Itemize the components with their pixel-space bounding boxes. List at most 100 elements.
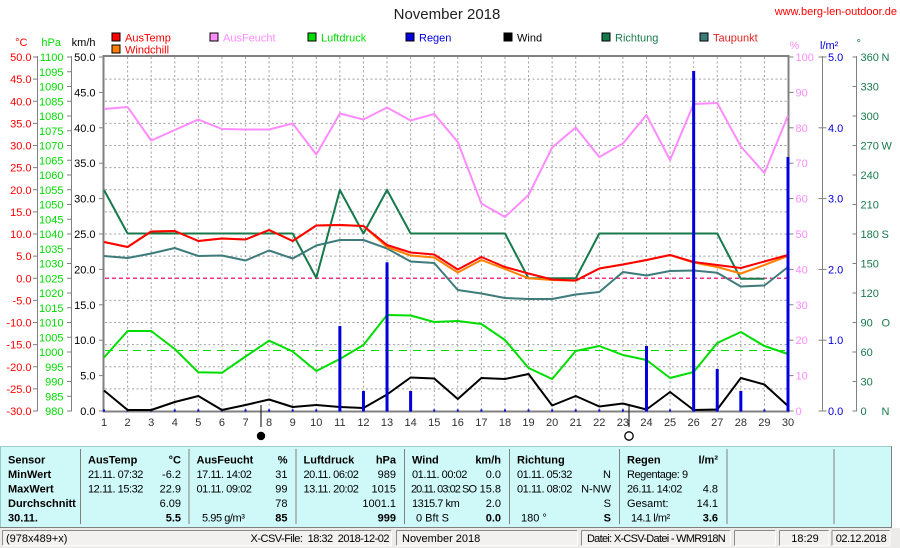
svg-text:www.berg-len-outdoor.de: www.berg-len-outdoor.de [774,6,897,18]
svg-text:270: 270 [861,141,879,153]
svg-text:40.0: 40.0 [10,96,31,108]
svg-text:6: 6 [219,417,225,429]
svg-text:Windchill: Windchill [125,45,169,57]
svg-text:1095: 1095 [39,67,63,79]
svg-text:20.0: 20.0 [10,185,31,197]
svg-text:N: N [603,469,611,481]
svg-text:8: 8 [266,417,272,429]
svg-text:7: 7 [242,417,248,429]
svg-text:60: 60 [796,194,808,206]
svg-text:240: 240 [861,170,879,182]
svg-text:-5.0: -5.0 [13,295,32,307]
svg-text:1030: 1030 [39,259,63,271]
svg-text:15: 15 [428,417,440,429]
svg-text:5.5: 5.5 [166,513,181,525]
svg-text:Richtung: Richtung [615,33,658,45]
svg-text:1090: 1090 [39,82,63,94]
svg-text:22: 22 [593,417,605,429]
svg-text:Sensor: Sensor [8,455,46,467]
svg-text:1015: 1015 [372,484,396,496]
svg-text:AusTemp: AusTemp [88,455,138,467]
svg-text:Taupunkt: Taupunkt [713,33,758,45]
svg-text:20.11. 06:02: 20.11. 06:02 [304,469,359,481]
svg-text:MaxWert: MaxWert [8,484,54,496]
svg-text:4.8: 4.8 [703,484,718,496]
svg-text:90: 90 [796,87,808,99]
svg-text:5.0: 5.0 [80,371,95,383]
svg-text:November 2018: November 2018 [394,6,501,23]
svg-text:16: 16 [452,417,464,429]
svg-text:50.0: 50.0 [74,52,95,64]
svg-text:45.0: 45.0 [74,87,95,99]
svg-text:1070: 1070 [39,141,63,153]
svg-text:10.0: 10.0 [10,229,31,241]
svg-text:AusFeucht: AusFeucht [197,455,254,467]
svg-text:30: 30 [861,377,873,389]
svg-text:N: N [882,406,890,418]
svg-text:25: 25 [664,417,676,429]
svg-text:1035: 1035 [39,244,63,256]
svg-text:25.0: 25.0 [10,163,31,175]
svg-text:11: 11 [334,417,345,429]
svg-text:1040: 1040 [39,229,63,241]
svg-text:AusTemp: AusTemp [125,33,171,45]
svg-text:10: 10 [796,371,808,383]
svg-text:1045: 1045 [39,214,63,226]
svg-text:85: 85 [275,513,287,525]
svg-text:1085: 1085 [39,96,63,108]
svg-text:980: 980 [45,406,63,418]
svg-text:180 °: 180 ° [521,513,547,525]
svg-text:30: 30 [782,417,794,429]
svg-text:14: 14 [404,417,416,429]
svg-text:60: 60 [861,347,873,359]
svg-text:330: 330 [861,82,879,94]
svg-text:1.0: 1.0 [828,335,843,347]
svg-text:9: 9 [290,417,296,429]
svg-text:45.0: 45.0 [10,74,31,86]
svg-text:10.0: 10.0 [74,335,95,347]
svg-text:°C: °C [15,37,27,49]
svg-text:31: 31 [275,469,287,481]
svg-text:1000: 1000 [39,347,63,359]
svg-text:Regen: Regen [419,33,451,45]
svg-text:990: 990 [45,377,63,389]
svg-text:29: 29 [758,417,770,429]
svg-text:13: 13 [381,417,393,429]
svg-text:November 2018: November 2018 [402,533,480,545]
svg-text:1075: 1075 [39,126,63,138]
svg-text:20: 20 [546,417,558,429]
svg-text:l/m²: l/m² [698,455,718,467]
svg-text:Regen: Regen [627,455,661,467]
svg-text:22.9: 22.9 [160,484,181,496]
svg-text:2.0: 2.0 [486,498,501,510]
svg-text:O: O [882,318,891,330]
svg-text:15.0: 15.0 [74,300,95,312]
svg-text:25.0: 25.0 [74,229,95,241]
svg-text:4.0: 4.0 [828,123,843,135]
svg-text:Wind: Wind [517,33,542,45]
svg-text:hPa: hPa [41,37,61,49]
svg-text:17.11. 14:02: 17.11. 14:02 [197,469,252,481]
svg-text:18: 18 [499,417,511,429]
svg-text:985: 985 [45,391,63,403]
svg-text:1: 1 [101,417,107,429]
svg-text:300: 300 [861,111,879,123]
svg-text:20.11. 03:02 SO: 20.11. 03:02 SO [411,484,477,496]
svg-text:0.0: 0.0 [80,406,95,418]
svg-text:5.95 g/m³: 5.95 g/m³ [202,513,245,525]
svg-text:Luftdruck: Luftdruck [304,455,356,467]
svg-text:35.0: 35.0 [10,118,31,130]
svg-text:120: 120 [861,288,879,300]
svg-text:5: 5 [195,417,201,429]
svg-text:1080: 1080 [39,111,63,123]
svg-text:W: W [882,141,893,153]
svg-text:N-NW: N-NW [581,484,612,496]
svg-text:3: 3 [148,417,154,429]
svg-text:%: % [790,40,800,52]
svg-text:26.11. 14:02: 26.11. 14:02 [627,484,682,496]
svg-text:999: 999 [378,513,396,525]
svg-text:90: 90 [861,318,873,330]
svg-text:1005: 1005 [39,332,63,344]
svg-text:30.0: 30.0 [10,141,31,153]
svg-text:-20.0: -20.0 [6,362,31,374]
